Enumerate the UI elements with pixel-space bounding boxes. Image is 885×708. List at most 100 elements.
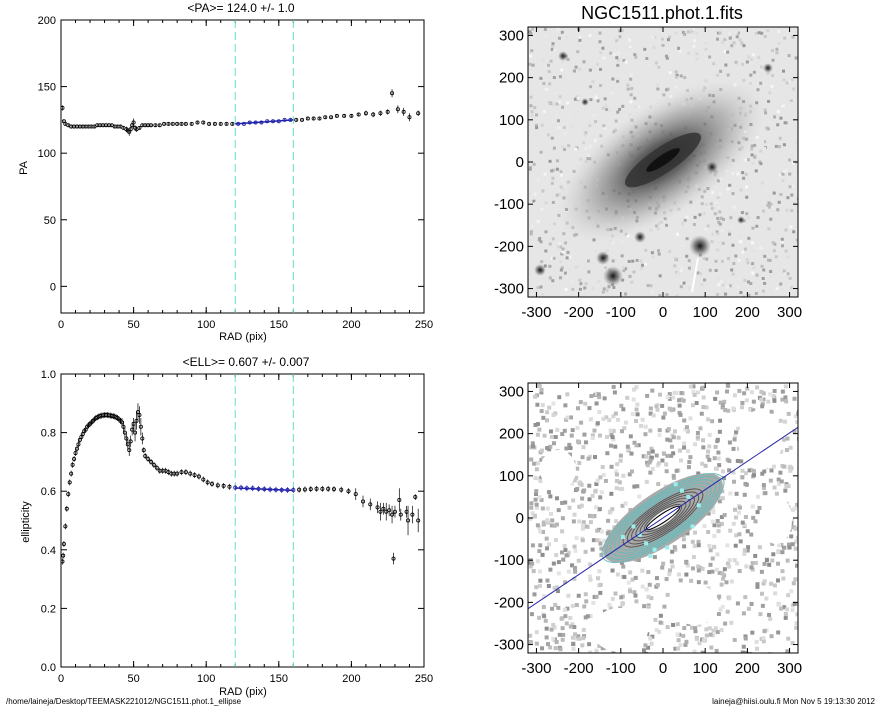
data-point	[63, 524, 68, 529]
noise-pixel	[556, 508, 561, 513]
noise-pixel	[647, 582, 652, 587]
noise-pixel	[535, 432, 540, 437]
noise-pixel	[536, 178, 540, 182]
star	[706, 161, 718, 173]
noise-pixel	[692, 223, 696, 227]
noise-pixel	[777, 602, 782, 607]
noise-pixel	[780, 550, 785, 555]
noise-pixel	[551, 42, 555, 46]
noise-pixel	[639, 259, 643, 263]
noise-pixel	[551, 441, 556, 446]
noise-pixel	[719, 521, 724, 526]
noise-pixel	[541, 189, 545, 193]
noise-pixel	[742, 176, 746, 180]
noise-pixel	[551, 401, 556, 406]
data-point	[143, 454, 148, 459]
noise-pixel	[529, 505, 534, 510]
noise-pixel	[727, 468, 732, 473]
noise-pixel	[720, 571, 725, 576]
noise-pixel	[747, 468, 752, 473]
noise-pixel	[774, 255, 778, 259]
noise-pixel	[745, 195, 749, 199]
noise-pixel	[666, 427, 671, 432]
noise-pixel	[564, 621, 569, 626]
noise-pixel	[601, 416, 606, 421]
noise-pixel	[711, 628, 716, 633]
noise-pixel	[650, 634, 655, 639]
noise-pixel	[588, 520, 593, 525]
noise-pixel	[781, 244, 785, 248]
noise-pixel	[547, 405, 552, 410]
noise-pixel	[648, 428, 653, 433]
noise-pixel	[544, 635, 549, 640]
noise-pixel	[578, 35, 582, 39]
noise-pixel	[605, 451, 610, 456]
noise-pixel	[716, 196, 720, 200]
noise-pixel	[791, 161, 795, 165]
noise-pixel	[616, 91, 620, 95]
noise-pixel	[790, 518, 795, 523]
noise-pixel	[783, 384, 788, 389]
noise-pixel	[588, 144, 592, 148]
noise-pixel	[784, 272, 788, 276]
noise-pixel	[742, 492, 747, 497]
noise-pixel	[534, 502, 539, 507]
noise-pixel	[771, 241, 775, 245]
noise-pixel	[593, 138, 597, 142]
noise-pixel	[541, 456, 546, 461]
noise-pixel	[568, 255, 572, 259]
noise-pixel	[616, 98, 620, 102]
pa-title: <PA>= 124.0 +/- 1.0	[187, 1, 295, 15]
noise-pixel	[730, 268, 734, 272]
noise-pixel	[674, 468, 679, 473]
noise-pixel	[594, 120, 598, 124]
noise-pixel	[673, 646, 678, 651]
noise-pixel	[528, 564, 533, 569]
noise-pixel	[649, 641, 654, 646]
noise-pixel	[587, 483, 592, 488]
noise-pixel	[788, 468, 793, 473]
noise-pixel	[796, 57, 798, 61]
noise-pixel	[767, 205, 771, 209]
noise-pixel	[671, 475, 676, 480]
noise-pixel	[622, 269, 626, 273]
noise-pixel	[718, 240, 722, 244]
noise-pixel	[751, 226, 755, 230]
noise-pixel	[786, 196, 790, 200]
noise-pixel	[557, 632, 562, 637]
noise-pixel	[555, 427, 560, 432]
noise-pixel	[722, 567, 727, 572]
noise-pixel	[587, 497, 592, 502]
noise-pixel	[750, 504, 755, 509]
noise-pixel	[748, 82, 752, 86]
noise-pixel	[542, 433, 547, 438]
noise-pixel	[720, 496, 725, 501]
noise-pixel	[574, 265, 578, 269]
noise-pixel	[620, 254, 624, 258]
data-point	[390, 512, 395, 517]
noise-pixel	[695, 31, 699, 35]
data-point	[210, 481, 215, 486]
noise-pixel	[634, 599, 639, 604]
noise-pixel	[695, 390, 700, 395]
noise-pixel	[724, 580, 729, 585]
noise-pixel	[555, 585, 560, 590]
noise-pixel	[775, 287, 779, 291]
noise-pixel	[632, 484, 637, 489]
noise-pixel	[529, 230, 533, 234]
noise-pixel	[551, 561, 556, 566]
galaxy-image	[528, 27, 798, 297]
noise-pixel	[601, 472, 606, 477]
noise-pixel	[697, 641, 702, 646]
noise-pixel	[760, 185, 764, 189]
noise-pixel	[726, 285, 730, 289]
data-point	[212, 121, 217, 126]
data-point	[60, 105, 65, 110]
noise-pixel	[676, 572, 681, 577]
data-point	[137, 413, 142, 418]
noise-pixel	[557, 36, 561, 40]
noise-pixel	[592, 113, 596, 117]
noise-pixel	[785, 649, 790, 653]
data-point	[137, 125, 142, 130]
noise-pixel	[679, 391, 684, 396]
